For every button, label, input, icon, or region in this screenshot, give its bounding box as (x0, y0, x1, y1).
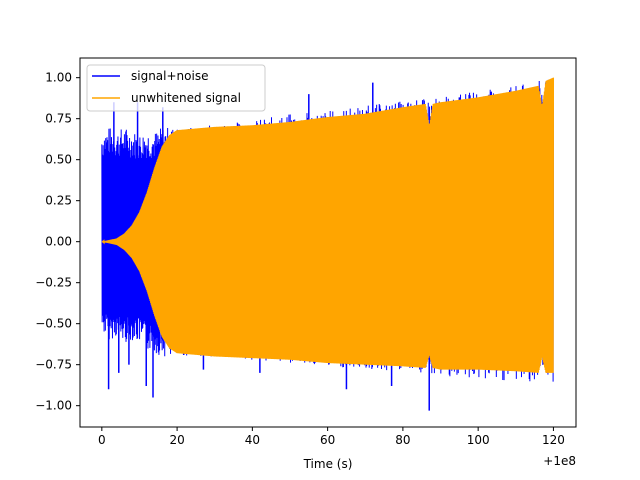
x-tick-label: 120 (542, 433, 565, 447)
x-tick-label: 40 (245, 433, 260, 447)
y-tick-label: 0.50 (45, 153, 72, 167)
legend: signal+noise unwhitened signal (86, 64, 266, 112)
legend-label-unwhitened-signal: unwhitened signal (131, 91, 241, 105)
x-tick-label: 80 (395, 433, 410, 447)
legend-label-signal-noise: signal+noise (131, 69, 208, 83)
x-tick-label: 20 (169, 433, 184, 447)
y-tick-label: 0.75 (45, 112, 72, 126)
series-layer (101, 77, 555, 411)
y-tick-label: −0.25 (35, 276, 72, 290)
x-tick-label: 60 (320, 433, 335, 447)
y-tick-label: −1.00 (35, 399, 72, 413)
legend-box (86, 64, 266, 112)
y-tick-label: 1.00 (45, 71, 72, 85)
y-axis: 1.00 0.75 0.50 0.25 0.00 −0.25 −0.50 −0.75 −1.00 (35, 71, 80, 413)
y-tick-label: −0.75 (35, 358, 72, 372)
series-unwhitened-signal (101, 77, 555, 373)
y-tick-label: −0.50 (35, 317, 72, 331)
y-tick-label: 0.25 (45, 194, 72, 208)
x-tick-label: 100 (467, 433, 490, 447)
x-tick-label: 0 (98, 433, 106, 447)
x-axis-label: Time (s) (303, 457, 353, 471)
y-tick-label: 0.00 (45, 235, 72, 249)
x-axis: 0 20 40 60 80 100 120 (98, 427, 565, 447)
x-offset-label: +1e8 (543, 454, 576, 468)
